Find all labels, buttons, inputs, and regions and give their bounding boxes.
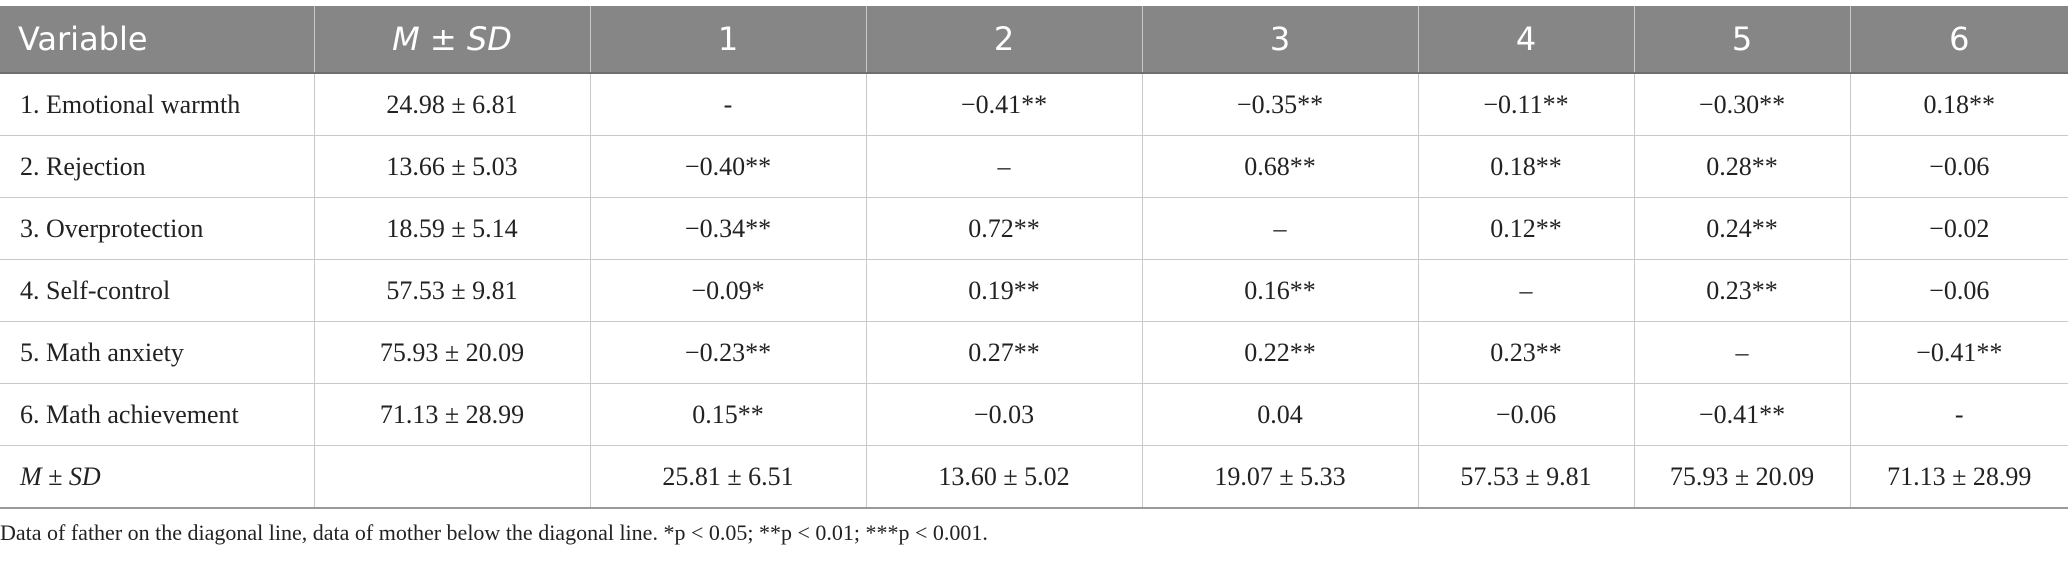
- table-cell: −0.02: [1850, 197, 2068, 260]
- table-footnote: Data of father on the diagonal line, dat…: [0, 520, 988, 545]
- table-cell: −0.41**: [866, 73, 1143, 136]
- table-row: 2. Rejection 13.66 ± 5.03 −0.40** – 0.68…: [0, 135, 2068, 198]
- footer-row-label: M ± SD: [0, 445, 315, 509]
- table-cell: 75.93 ± 20.09: [1634, 445, 1851, 509]
- table-cell: 0.19**: [866, 259, 1143, 322]
- table-cell: −0.06: [1418, 383, 1635, 446]
- table-cell: −0.30**: [1634, 73, 1851, 136]
- table-cell: 0.68**: [1142, 135, 1419, 198]
- correlation-table-container: Variable M ± SD 1 2 3 4 5 6 1. Emotional…: [0, 6, 2068, 509]
- table-cell: −0.09*: [590, 259, 867, 322]
- correlation-table: Variable M ± SD 1 2 3 4 5 6 1. Emotional…: [0, 6, 2068, 509]
- table-cell: 13.60 ± 5.02: [866, 445, 1143, 509]
- row-msd: 24.98 ± 6.81: [314, 73, 591, 136]
- table-header-row: Variable M ± SD 1 2 3 4 5 6: [0, 6, 2068, 74]
- header-col-5: 5: [1634, 6, 1851, 74]
- footer-row-msd: [314, 445, 591, 509]
- table-cell: –: [1418, 259, 1635, 322]
- table-cell: 0.23**: [1418, 321, 1635, 384]
- table-row: 6. Math achievement 71.13 ± 28.99 0.15**…: [0, 383, 2068, 446]
- row-msd: 18.59 ± 5.14: [314, 197, 591, 260]
- table-cell: −0.40**: [590, 135, 867, 198]
- row-label: 3. Overprotection: [0, 197, 315, 260]
- table-row: 3. Overprotection 18.59 ± 5.14 −0.34** 0…: [0, 197, 2068, 260]
- table-cell: 0.18**: [1850, 73, 2068, 136]
- table-row: 5. Math anxiety 75.93 ± 20.09 −0.23** 0.…: [0, 321, 2068, 384]
- table-cell: 0.15**: [590, 383, 867, 446]
- table-cell: –: [1142, 197, 1419, 260]
- table-cell: 0.12**: [1418, 197, 1635, 260]
- table-row: 1. Emotional warmth 24.98 ± 6.81 - −0.41…: [0, 73, 2068, 136]
- table-cell: −0.06: [1850, 135, 2068, 198]
- footer-row: M ± SD 25.81 ± 6.51 13.60 ± 5.02 19.07 ±…: [0, 445, 2068, 509]
- row-msd: 57.53 ± 9.81: [314, 259, 591, 322]
- table-cell: -: [1850, 383, 2068, 446]
- table-cell: 0.16**: [1142, 259, 1419, 322]
- header-col-3: 3: [1142, 6, 1419, 74]
- table-cell: 0.24**: [1634, 197, 1851, 260]
- table-cell: 0.22**: [1142, 321, 1419, 384]
- table-cell: –: [1634, 321, 1851, 384]
- header-col-2: 2: [866, 6, 1143, 74]
- row-label: 4. Self-control: [0, 259, 315, 322]
- table-cell: 0.04: [1142, 383, 1419, 446]
- table-cell: 0.28**: [1634, 135, 1851, 198]
- table-cell: −0.03: [866, 383, 1143, 446]
- table-cell: −0.41**: [1850, 321, 2068, 384]
- table-cell: 0.18**: [1418, 135, 1635, 198]
- header-col-1: 1: [590, 6, 867, 74]
- table-cell: −0.11**: [1418, 73, 1635, 136]
- row-msd: 71.13 ± 28.99: [314, 383, 591, 446]
- table-cell: −0.23**: [590, 321, 867, 384]
- header-col-4: 4: [1418, 6, 1635, 74]
- table-cell: 0.72**: [866, 197, 1143, 260]
- table-cell: 0.27**: [866, 321, 1143, 384]
- table-cell: 71.13 ± 28.99: [1850, 445, 2068, 509]
- table-cell: −0.34**: [590, 197, 867, 260]
- table-row: 4. Self-control 57.53 ± 9.81 −0.09* 0.19…: [0, 259, 2068, 322]
- header-col-6: 6: [1850, 6, 2068, 74]
- table-cell: –: [866, 135, 1143, 198]
- table-cell: 57.53 ± 9.81: [1418, 445, 1635, 509]
- header-msd: M ± SD: [314, 6, 591, 74]
- table-cell: 0.23**: [1634, 259, 1851, 322]
- row-msd: 13.66 ± 5.03: [314, 135, 591, 198]
- row-label: 2. Rejection: [0, 135, 315, 198]
- table-cell: 25.81 ± 6.51: [590, 445, 867, 509]
- row-label: 1. Emotional warmth: [0, 73, 315, 136]
- table-cell: −0.06: [1850, 259, 2068, 322]
- row-label: 5. Math anxiety: [0, 321, 315, 384]
- table-cell: 19.07 ± 5.33: [1142, 445, 1419, 509]
- row-label: 6. Math achievement: [0, 383, 315, 446]
- table-cell: -: [590, 73, 867, 136]
- table-cell: −0.41**: [1634, 383, 1851, 446]
- table-cell: −0.35**: [1142, 73, 1419, 136]
- header-variable: Variable: [0, 6, 315, 74]
- row-msd: 75.93 ± 20.09: [314, 321, 591, 384]
